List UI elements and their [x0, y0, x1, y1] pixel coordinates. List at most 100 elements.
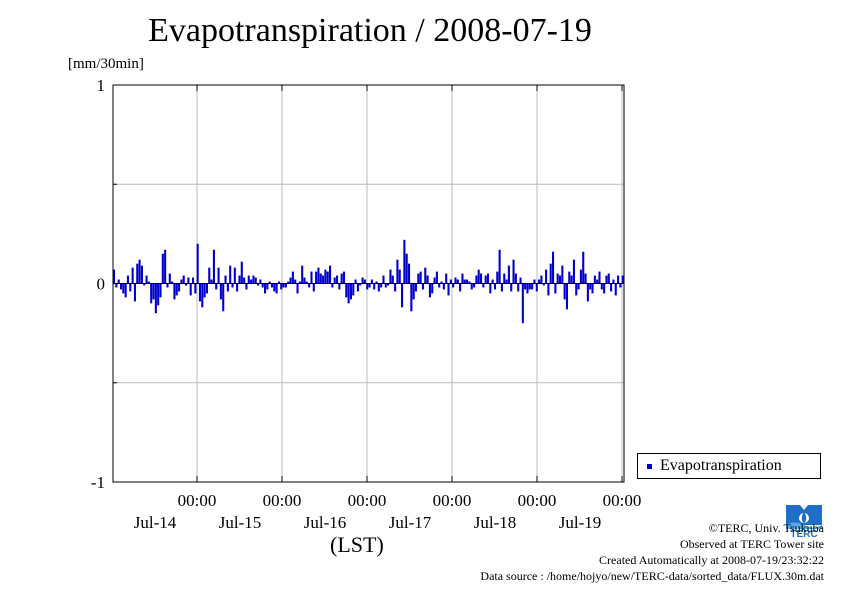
data-bar — [187, 277, 190, 284]
data-bar — [401, 283, 404, 308]
data-bar — [582, 251, 585, 284]
data-bar — [198, 283, 202, 302]
data-bar — [556, 273, 559, 284]
data-bar — [475, 275, 478, 284]
data-bar — [380, 283, 383, 288]
data-bar — [338, 283, 341, 290]
data-bar — [565, 283, 569, 310]
data-bar — [442, 283, 445, 290]
x-tick-time: 00:00 — [348, 491, 387, 510]
data-bar — [166, 283, 169, 288]
bars — [113, 239, 624, 324]
data-bar — [150, 283, 153, 304]
data-bar — [482, 283, 485, 288]
data-bar — [489, 283, 492, 294]
data-bar — [182, 275, 185, 284]
terc-logo: TERC — [784, 503, 824, 539]
credits-copyright: ©TERC, Univ. Tsukuba — [708, 521, 824, 535]
data-bar — [356, 283, 359, 292]
data-bar — [275, 283, 278, 294]
data-bar — [124, 283, 127, 298]
data-bar — [389, 269, 392, 284]
data-bar — [547, 283, 550, 296]
data-bar — [384, 283, 387, 288]
data-bar — [419, 271, 422, 284]
data-bar — [261, 283, 264, 288]
data-bar — [243, 277, 246, 284]
data-bar — [598, 271, 601, 284]
x-tick-date: Jul-17 — [389, 513, 432, 532]
data-bar — [245, 283, 248, 290]
data-bar — [375, 281, 378, 284]
data-bar — [589, 283, 592, 290]
data-bar — [273, 283, 276, 292]
data-bar — [421, 283, 425, 290]
data-bar — [456, 279, 459, 284]
data-bar — [282, 283, 285, 288]
data-bar — [208, 267, 211, 284]
x-axis-label: (LST) — [330, 532, 384, 557]
data-bar — [387, 283, 390, 286]
data-bar — [491, 279, 494, 284]
data-bar — [180, 279, 183, 284]
data-bar — [315, 271, 318, 284]
data-bar — [394, 283, 397, 292]
data-bar — [326, 271, 329, 284]
data-bar — [535, 283, 538, 292]
data-bar — [113, 269, 116, 284]
data-bar — [270, 283, 274, 288]
data-bar — [479, 273, 483, 284]
data-bar — [226, 283, 229, 292]
data-bar — [280, 283, 283, 290]
legend-swatch — [647, 463, 652, 469]
data-bar — [266, 283, 269, 290]
data-bar — [493, 283, 497, 290]
data-bar — [575, 283, 578, 296]
legend-label: Evapotranspiration — [660, 457, 782, 474]
y-tick-label: 1 — [97, 76, 106, 95]
data-bar — [303, 277, 306, 284]
data-bar — [572, 259, 575, 284]
x-tick-date: Jul-19 — [559, 513, 602, 532]
data-bar — [231, 283, 234, 288]
data-bar — [533, 279, 536, 284]
data-bar — [558, 275, 562, 284]
data-bar — [289, 277, 292, 284]
data-bar — [191, 277, 195, 284]
data-bar — [366, 283, 369, 290]
data-bar — [605, 275, 608, 284]
data-bar — [159, 283, 162, 298]
data-bar — [363, 279, 366, 284]
data-bar — [240, 261, 243, 284]
data-bar — [147, 281, 150, 284]
data-bar — [152, 283, 155, 300]
data-bar — [440, 281, 443, 284]
data-bar — [484, 275, 487, 284]
data-bar — [310, 271, 313, 284]
data-bar — [117, 279, 120, 284]
data-bar — [414, 283, 418, 292]
data-bar — [133, 283, 136, 302]
data-bar — [466, 279, 469, 284]
data-bar — [584, 273, 587, 284]
data-bar — [424, 267, 427, 284]
data-bar — [164, 249, 167, 284]
data-bar — [340, 273, 343, 284]
data-bar — [505, 279, 508, 284]
data-bar — [510, 283, 513, 292]
data-bar — [324, 269, 327, 284]
data-bar — [498, 249, 501, 284]
data-bar — [593, 275, 596, 284]
data-bar — [354, 279, 357, 284]
x-tick-time: 00:00 — [603, 491, 642, 510]
x-tick-date: Jul-14 — [134, 513, 177, 532]
data-bar — [154, 283, 157, 314]
data-bar — [600, 283, 603, 290]
data-bar — [426, 275, 429, 284]
data-bar — [370, 279, 373, 284]
data-bar — [294, 279, 297, 284]
data-bar — [312, 283, 315, 292]
data-bar — [528, 283, 531, 290]
data-bar — [521, 283, 524, 324]
data-bar — [224, 275, 227, 284]
